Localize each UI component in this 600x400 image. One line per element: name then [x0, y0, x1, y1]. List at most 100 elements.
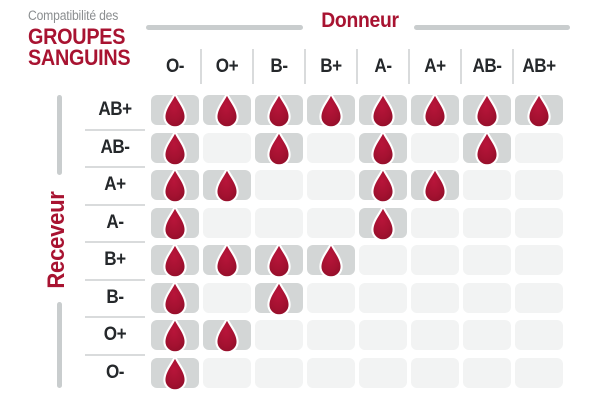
cell-b--from-ab- [463, 282, 511, 313]
blood-drop-icon [163, 204, 187, 241]
donor-axis-label: Donneur [321, 9, 399, 32]
blood-drop-icon [215, 167, 239, 204]
cell-ab+-from-b+ [307, 92, 355, 129]
chart-title-line2: SANGUINS [28, 45, 131, 70]
cell-ab--from-ab- [463, 129, 511, 166]
cell-b+-from-o+ [203, 242, 251, 279]
column-divider [356, 49, 358, 84]
cell-a+-from-o- [151, 167, 199, 204]
cell-o+-from-ab+ [515, 320, 563, 350]
recipient-row-label-ab+: AB+ [98, 99, 132, 120]
cell-o--from-o+ [203, 357, 251, 388]
cell-a--from-ab+ [515, 207, 563, 238]
donor-axis-line-right [414, 25, 570, 30]
cell-o+-from-a+ [411, 320, 459, 350]
recipient-row-label-b+: B+ [104, 249, 126, 270]
cell-b+-from-ab- [463, 245, 511, 275]
cell-o+-from-b- [255, 320, 303, 350]
recipient-row-label-o+: O+ [103, 324, 127, 345]
cell-o--from-ab- [463, 357, 511, 388]
cell-b+-from-b+ [307, 242, 355, 279]
cell-b--from-ab+ [515, 282, 563, 313]
cell-b+-from-o- [151, 242, 199, 279]
cell-ab--from-o- [151, 129, 199, 166]
row-divider [85, 166, 145, 168]
donor-axis-line-left [146, 25, 303, 30]
cell-o--from-o- [151, 354, 199, 391]
blood-drop-icon [475, 129, 499, 166]
blood-drop-icon [163, 354, 187, 391]
recipient-axis-line-top [57, 95, 62, 175]
cell-o+-from-ab- [463, 320, 511, 350]
recipient-axis-line-bottom [57, 302, 62, 388]
donor-col-label-o-: O- [165, 56, 185, 77]
blood-drop-icon [527, 92, 551, 129]
blood-drop-icon [319, 242, 343, 279]
cell-ab--from-a- [359, 129, 407, 166]
column-divider [304, 49, 306, 84]
cell-a--from-ab- [463, 207, 511, 238]
recipient-row-label-b-: B- [106, 286, 124, 308]
blood-drop-icon [371, 92, 395, 129]
blood-drop-icon [371, 129, 395, 166]
cell-ab--from-b+ [307, 132, 355, 163]
blood-drop-icon [163, 92, 187, 129]
donor-col-label-ab-: AB- [472, 56, 502, 77]
cell-a--from-a- [359, 204, 407, 241]
blood-drop-icon [267, 279, 291, 316]
column-divider [200, 49, 202, 84]
cell-b--from-b+ [307, 282, 355, 313]
cell-b--from-o+ [203, 282, 251, 313]
cell-o--from-b- [255, 357, 303, 388]
cell-o--from-a+ [411, 357, 459, 388]
blood-drop-icon [163, 317, 187, 354]
cell-a+-from-ab- [463, 170, 511, 200]
donor-col-label-ab+: AB+ [522, 56, 556, 77]
blood-drop-icon [475, 92, 499, 129]
cell-b--from-o- [151, 279, 199, 316]
donor-col-label-a-: A- [374, 56, 392, 77]
blood-drop-icon [215, 92, 239, 129]
cell-o+-from-o+ [203, 317, 251, 354]
cell-o+-from-a- [359, 320, 407, 350]
cell-a+-from-b+ [307, 170, 355, 200]
cell-ab--from-b- [255, 129, 303, 166]
cell-ab--from-a+ [411, 132, 459, 163]
blood-drop-icon [371, 167, 395, 204]
blood-drop-icon [423, 92, 447, 129]
chart-title-line1: GROUPES [28, 24, 126, 49]
cell-ab--from-ab+ [515, 132, 563, 163]
blood-drop-icon [267, 92, 291, 129]
cell-a+-from-ab+ [515, 170, 563, 200]
blood-drop-icon [215, 242, 239, 279]
cell-o+-from-b+ [307, 320, 355, 350]
row-divider [85, 203, 145, 206]
donor-col-label-o+: O+ [215, 56, 239, 77]
cell-ab+-from-o+ [203, 92, 251, 129]
cell-a+-from-b- [255, 170, 303, 200]
cell-a--from-a+ [411, 207, 459, 238]
recipient-row-label-a-: A- [106, 211, 124, 233]
cell-b+-from-a- [359, 245, 407, 275]
cell-o--from-ab+ [515, 357, 563, 388]
column-divider [460, 49, 462, 84]
row-divider [85, 316, 145, 318]
cell-b+-from-a+ [411, 245, 459, 275]
blood-drop-icon [371, 204, 395, 241]
cell-ab--from-o+ [203, 132, 251, 163]
blood-drop-icon [163, 279, 187, 316]
cell-a+-from-a+ [411, 167, 459, 204]
row-divider [85, 278, 145, 281]
column-divider [408, 49, 410, 84]
cell-a+-from-o+ [203, 167, 251, 204]
cell-b--from-b- [255, 279, 303, 316]
chart-subtitle: Compatibilité des [28, 8, 119, 23]
row-divider [85, 128, 145, 131]
cell-o--from-a- [359, 357, 407, 388]
cell-a+-from-a- [359, 167, 407, 204]
cell-b+-from-b- [255, 242, 303, 279]
donor-col-label-b-: B- [270, 56, 288, 77]
recipient-row-label-a+: A+ [104, 174, 126, 195]
cell-b--from-a+ [411, 282, 459, 313]
